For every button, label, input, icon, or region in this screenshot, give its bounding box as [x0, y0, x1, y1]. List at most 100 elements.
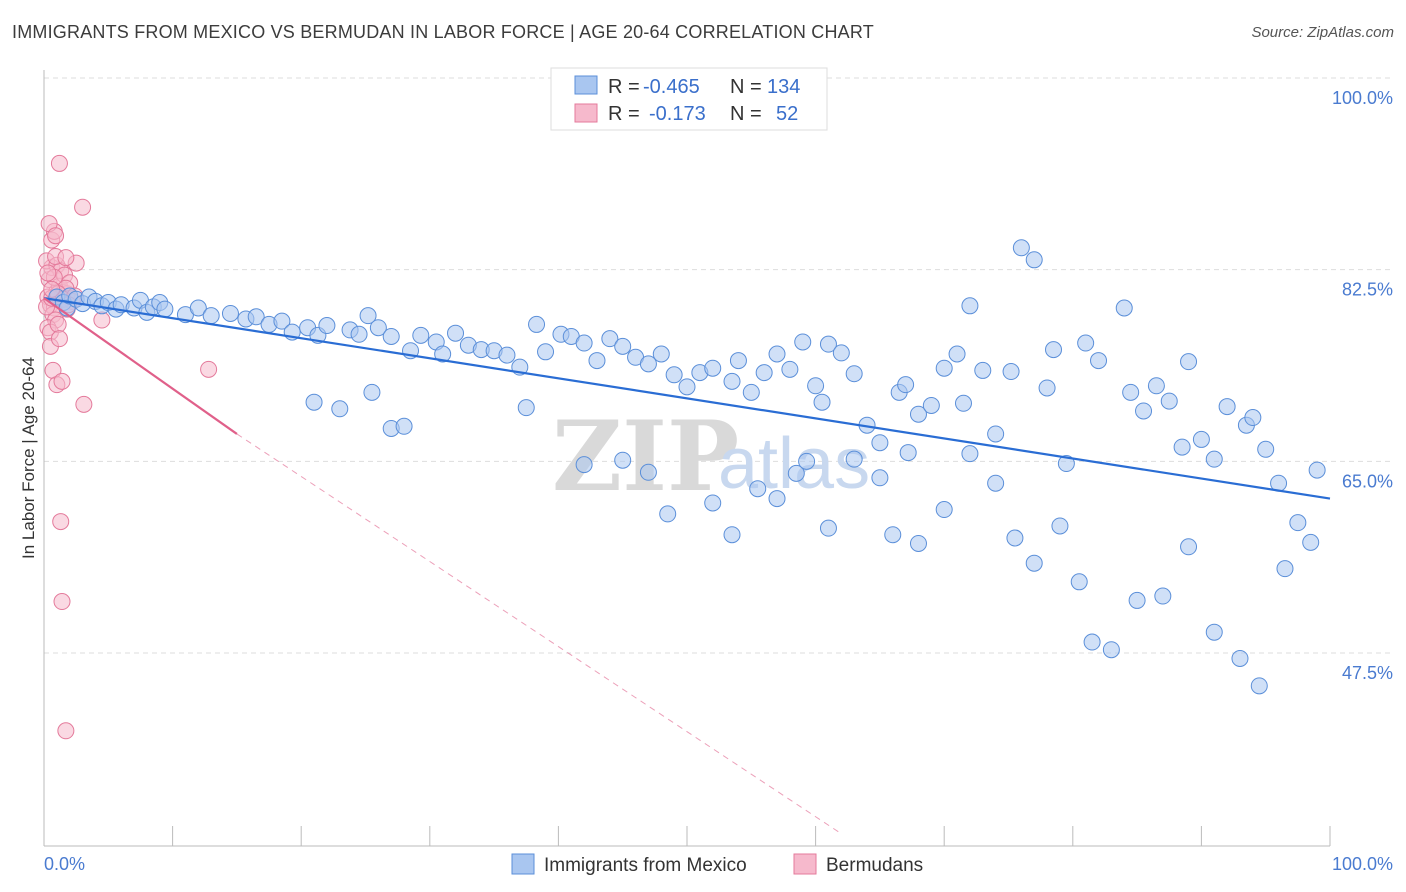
mexico-point-70	[819, 335, 837, 353]
mexico-point-125	[798, 452, 816, 470]
mexico-point-68	[807, 377, 825, 395]
mexico-point-39	[447, 324, 465, 342]
mexico-point-32	[359, 307, 377, 325]
mexico-point-95	[1122, 383, 1140, 401]
mexico-point-83	[961, 297, 979, 315]
bermudans-point-42	[93, 311, 111, 329]
mexico-point-69	[813, 393, 831, 411]
bottom-legend-swatch-blue	[511, 853, 535, 875]
y-axis-label: In Labor Force | Age 20-64	[19, 357, 38, 559]
chart-source: Source: ZipAtlas.com	[1251, 24, 1394, 41]
top-legend: R = -0.465 N = 134 R = -0.173 N = 52	[550, 67, 828, 131]
bermudans-point-35	[50, 330, 68, 348]
mexico-point-139	[1102, 641, 1120, 659]
mexico-point-78	[909, 405, 927, 423]
y-tick-label-1: 65.0%	[1342, 471, 1393, 491]
mexico-point-72	[845, 365, 863, 383]
chart-title: IMMIGRANTS FROM MEXICO VS BERMUDAN IN LA…	[12, 22, 874, 42]
mexico-point-79	[922, 396, 940, 414]
mexico-point-87	[1012, 239, 1030, 257]
mexico-point-61	[723, 372, 741, 390]
mexico-point-58	[678, 378, 696, 396]
mexico-point-119	[659, 505, 677, 523]
mexico-point-81	[948, 345, 966, 363]
mexico-point-110	[1308, 461, 1326, 479]
mexico-point-25	[273, 312, 291, 330]
mexico-point-93	[1090, 352, 1108, 370]
mexico-point-86	[1002, 363, 1020, 381]
mexico-point-29	[318, 317, 336, 335]
mexico-point-98	[1160, 392, 1178, 410]
bermudans-point-47	[39, 264, 57, 282]
mexico-point-91	[1057, 455, 1075, 473]
bermudans-point-49	[57, 249, 75, 267]
mexico-point-109	[1302, 533, 1320, 551]
mexico-point-63	[742, 383, 760, 401]
bottom-legend: Immigrants from Mexico Bermudans	[511, 853, 923, 876]
mexico-point-33	[369, 319, 387, 337]
mexico-point-52	[601, 330, 619, 348]
bermudans-point-19	[47, 227, 65, 245]
mexico-point-143	[1205, 623, 1223, 641]
mexico-point-106	[1257, 440, 1275, 458]
bottom-legend-label-blue: Immigrants from Mexico	[544, 855, 747, 876]
mexico-point-128	[871, 469, 889, 487]
legend-r-value-pink: -0.173	[649, 103, 706, 125]
mexico-point-51	[588, 352, 606, 370]
mexico-point-17	[156, 300, 174, 318]
mexico-point-111	[305, 393, 323, 411]
legend-n-value-blue: 134	[767, 76, 800, 98]
y-tick-label-2: 82.5%	[1342, 280, 1393, 300]
mexico-point-144	[1231, 649, 1249, 667]
axes	[43, 70, 1331, 847]
mexico-point-117	[614, 451, 632, 469]
bermudans-point-41	[75, 395, 93, 413]
mexico-point-133	[987, 474, 1005, 492]
legend-n-value-pink: 52	[776, 103, 798, 125]
mexico-point-146	[1276, 560, 1294, 578]
bottom-legend-swatch-pink	[793, 853, 817, 875]
y-tick-label-3: 100.0%	[1332, 88, 1393, 108]
legend-r-value-blue: -0.465	[643, 76, 700, 98]
mexico-point-60	[704, 359, 722, 377]
x-tick-label-min: 0.0%	[44, 854, 85, 874]
mexico-point-80	[935, 359, 953, 377]
legend-swatch-blue	[574, 75, 598, 95]
mexico-point-74	[871, 434, 889, 452]
mexico-point-96	[1135, 402, 1153, 420]
bottom-legend-label-pink: Bermudans	[826, 855, 923, 876]
legend-r-label-pink: R =	[608, 103, 640, 125]
mexico-point-113	[363, 383, 381, 401]
mexico-point-135	[1025, 554, 1043, 572]
mexico-point-97	[1147, 377, 1165, 395]
mexico-point-122	[749, 480, 767, 498]
mexico-point-145	[1250, 677, 1268, 695]
mexico-point-127	[845, 450, 863, 468]
mexico-point-103	[1218, 398, 1236, 416]
mexico-point-90	[1045, 341, 1063, 359]
mexico-trend-line	[43, 297, 1331, 500]
mexico-point-108	[1289, 514, 1307, 532]
mexico-point-45	[517, 399, 535, 417]
mexico-point-84	[974, 361, 992, 379]
mexico-point-85	[987, 425, 1005, 443]
mexico-point-19	[189, 299, 207, 317]
bermudans-point-40	[50, 154, 68, 172]
mexico-point-132	[961, 445, 979, 463]
mexico-point-46	[528, 315, 546, 333]
mexico-point-121	[723, 526, 741, 544]
mexico-point-142	[1180, 538, 1198, 556]
bermudans-point-46	[57, 722, 75, 740]
mexico-point-101	[1192, 430, 1210, 448]
mexico-point-66	[781, 360, 799, 378]
mexico-point-67	[794, 333, 812, 351]
mexico-point-136	[1051, 517, 1069, 535]
mexico-point-92	[1077, 334, 1095, 352]
mexico-point-138	[1083, 633, 1101, 651]
y-tick-label-0: 47.5%	[1342, 663, 1393, 683]
mexico-point-137	[1070, 573, 1088, 591]
mexico-point-94	[1115, 299, 1133, 317]
mexico-point-55	[639, 355, 657, 373]
mexico-point-43	[498, 346, 516, 364]
